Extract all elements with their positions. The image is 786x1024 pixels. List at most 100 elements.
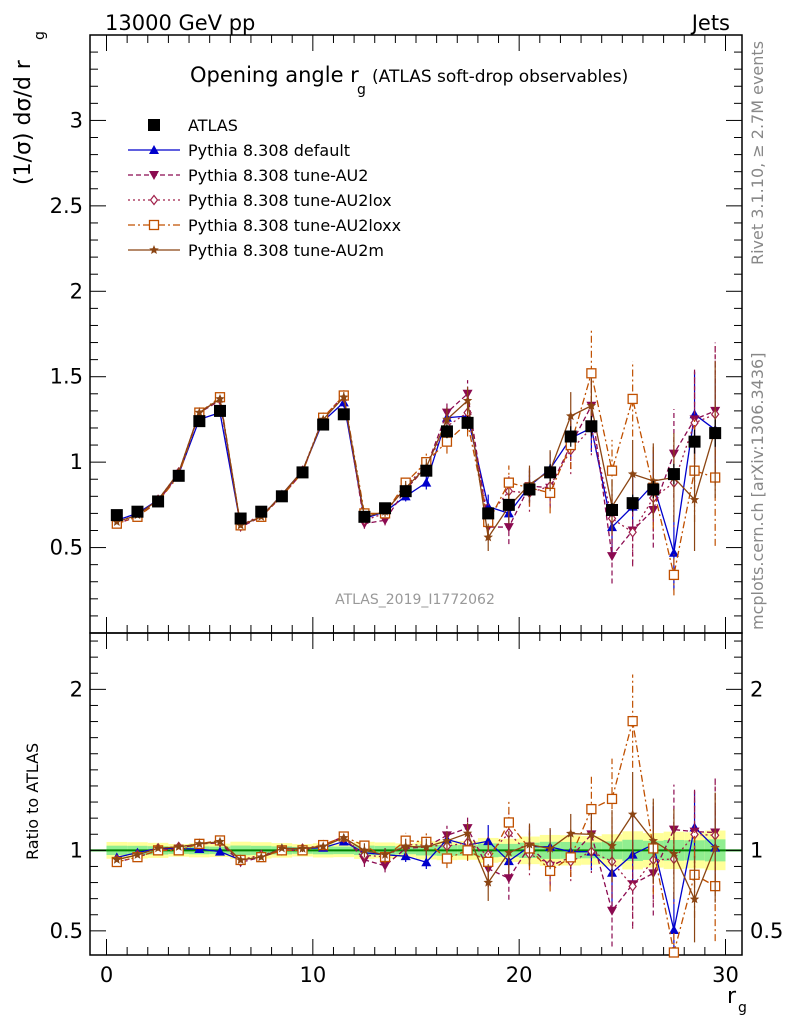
data-point bbox=[379, 502, 392, 515]
ratio-y-tick-label-right: 0.5 bbox=[750, 919, 783, 943]
ratio-point bbox=[503, 817, 514, 828]
legend-marker-au2loxx bbox=[148, 219, 160, 231]
x-tick-label: 0 bbox=[100, 963, 113, 987]
ratio-point bbox=[214, 846, 225, 856]
series-au2loxx bbox=[111, 328, 721, 596]
x-tick-label: 30 bbox=[712, 963, 739, 987]
ratio-point bbox=[174, 841, 184, 851]
x-tick-label: 20 bbox=[506, 963, 533, 987]
ratio-series-au2m bbox=[112, 771, 720, 943]
data-point bbox=[688, 435, 701, 448]
legend-label-au2loxx: Pythia 8.308 tune-AU2loxx bbox=[188, 216, 401, 235]
data-point bbox=[647, 483, 660, 496]
chart-title-sub: g bbox=[357, 82, 366, 98]
data-point bbox=[626, 497, 639, 510]
ratio-y-tick-label: 0.5 bbox=[50, 919, 83, 943]
data-point bbox=[585, 420, 598, 433]
series-au2 bbox=[111, 342, 721, 584]
data-point bbox=[566, 411, 576, 421]
data-point bbox=[255, 505, 268, 518]
series-au2m bbox=[112, 361, 720, 551]
ratio-point bbox=[545, 843, 555, 853]
data-point bbox=[627, 469, 638, 479]
series-au2lox bbox=[112, 345, 720, 567]
data-point bbox=[194, 407, 205, 417]
ratio-panel: 0.5 0.5 1 1 2 2 bbox=[50, 632, 783, 958]
ratio-y-tick-label-right: 2 bbox=[750, 677, 763, 701]
ratio-point bbox=[112, 854, 122, 864]
data-point bbox=[296, 466, 309, 479]
ratio-point bbox=[710, 842, 720, 852]
ratio-point bbox=[462, 828, 473, 838]
ratio-series-au2loxx bbox=[111, 674, 721, 958]
ratio-point bbox=[668, 947, 680, 958]
data-point bbox=[442, 414, 452, 424]
legend-marker-au2 bbox=[149, 171, 159, 180]
legend: ATLAS Pythia 8.308 default Pythia 8.308 tu… bbox=[128, 116, 401, 260]
series-line-au2loxx bbox=[116, 373, 716, 576]
y-tick-label: 1.5 bbox=[50, 365, 83, 389]
data-point bbox=[502, 498, 515, 511]
data-point bbox=[483, 532, 493, 542]
series-line-au2m bbox=[116, 395, 716, 540]
data-point bbox=[627, 393, 638, 405]
ratio-point bbox=[503, 874, 514, 884]
ratio-point bbox=[421, 842, 432, 851]
y-tick-label: 2 bbox=[70, 279, 83, 303]
ratio-point bbox=[380, 861, 391, 871]
ratio-point bbox=[524, 839, 535, 849]
data-point bbox=[193, 415, 206, 428]
data-point bbox=[607, 552, 618, 562]
data-point bbox=[399, 485, 412, 498]
legend-label-default: Pythia 8.308 default bbox=[188, 141, 350, 160]
x-axis-label: r bbox=[727, 984, 737, 1009]
ratio-point bbox=[442, 835, 452, 845]
series-line-au2 bbox=[116, 392, 716, 558]
legend-marker-atlas bbox=[148, 119, 160, 131]
ratio-point bbox=[566, 828, 576, 838]
y-tick-label: 3 bbox=[70, 108, 83, 132]
x-axis-label-sub: g bbox=[738, 1000, 747, 1016]
data-point bbox=[275, 490, 288, 503]
data-point bbox=[586, 400, 597, 410]
ratio-point bbox=[462, 845, 473, 856]
data-point bbox=[689, 494, 700, 504]
data-point bbox=[544, 466, 557, 479]
data-point bbox=[420, 464, 433, 477]
data-point bbox=[482, 507, 495, 520]
data-point bbox=[337, 408, 350, 421]
legend-marker-au2m bbox=[149, 245, 159, 254]
ratio-frame bbox=[89, 632, 743, 956]
data-point bbox=[606, 503, 619, 516]
ratio-line-au2m bbox=[116, 813, 716, 901]
data-point bbox=[172, 469, 185, 482]
data-point bbox=[152, 495, 165, 508]
ratio-point bbox=[359, 845, 370, 855]
ratio-point bbox=[483, 836, 494, 846]
y-axis-label-top: (1/σ) dσ/d r bbox=[11, 59, 36, 185]
y-tick-label: 0.5 bbox=[50, 536, 83, 560]
chart-title-suffix: (ATLAS soft-drop observables) bbox=[372, 67, 628, 87]
chart-title: Opening angle r bbox=[190, 63, 359, 87]
ratio-point bbox=[277, 843, 287, 853]
data-point bbox=[440, 425, 453, 438]
data-point bbox=[213, 404, 226, 417]
ratio-line-au2 bbox=[116, 827, 716, 913]
ratio-point bbox=[215, 836, 225, 846]
header-right: Jets bbox=[690, 11, 730, 35]
rivet-label: Rivet 3.1.10, ≥ 2.7M events bbox=[748, 41, 767, 265]
legend-marker-default bbox=[149, 145, 159, 154]
y-tick-label: 2.5 bbox=[50, 194, 83, 218]
data-point bbox=[461, 416, 474, 429]
ratio-y-tick-label-right: 1 bbox=[750, 838, 763, 862]
data-point bbox=[358, 510, 371, 523]
legend-marker-au2lox bbox=[149, 194, 159, 206]
ratio-line-default bbox=[116, 826, 716, 931]
ratio-point bbox=[648, 835, 658, 845]
data-point bbox=[668, 569, 680, 581]
ratio-y-tick-label: 1 bbox=[70, 838, 83, 862]
header-left: 13000 GeV pp bbox=[105, 11, 255, 35]
data-point bbox=[131, 505, 144, 518]
data-point bbox=[503, 523, 514, 533]
